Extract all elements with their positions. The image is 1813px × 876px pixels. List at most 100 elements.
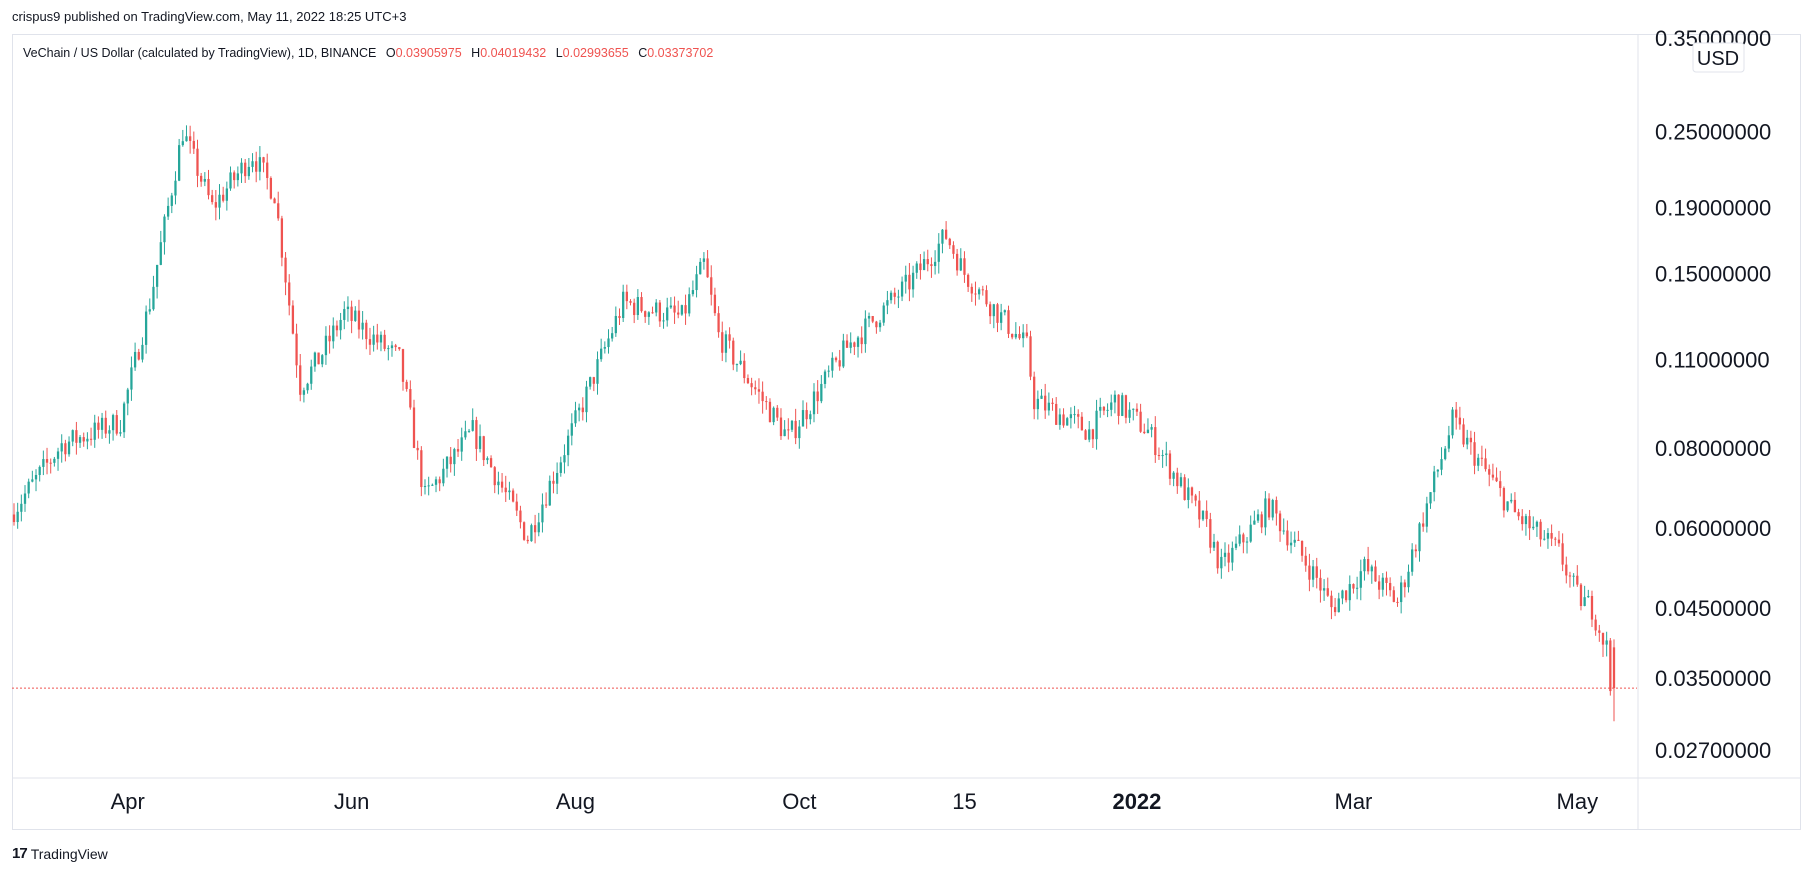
candle — [1554, 536, 1557, 546]
candle — [339, 312, 342, 340]
candle — [155, 264, 159, 299]
candle — [170, 192, 173, 214]
candle — [827, 365, 830, 378]
price-axis[interactable]: 0.350000000.250000000.190000000.15000000… — [1655, 26, 1771, 763]
candle — [82, 432, 85, 447]
candle — [500, 473, 504, 493]
candle — [519, 505, 522, 529]
candle — [860, 326, 863, 354]
candle — [42, 450, 45, 476]
candle — [596, 351, 599, 395]
candle — [203, 172, 206, 187]
candle — [904, 265, 907, 294]
candle — [328, 325, 331, 354]
candle — [16, 502, 19, 529]
candle — [941, 229, 944, 254]
high-label: H — [471, 46, 481, 60]
candle — [1300, 540, 1304, 562]
candle — [387, 345, 390, 361]
time-axis[interactable]: Apr Jun Aug Oct 15 2022 Mar May — [111, 789, 1598, 814]
candle — [38, 465, 41, 482]
candle — [566, 429, 570, 467]
candle — [1378, 575, 1381, 600]
candle — [1590, 590, 1594, 628]
candle — [119, 420, 122, 437]
time-tick-label: Apr — [111, 789, 145, 814]
candle — [1396, 597, 1399, 607]
candle — [12, 503, 16, 526]
candle — [552, 471, 555, 494]
candle — [163, 214, 166, 255]
candle — [622, 284, 625, 323]
candle — [460, 427, 463, 461]
candle — [284, 252, 287, 296]
tradingview-footer[interactable]: 17 TradingView — [12, 845, 108, 862]
candle — [89, 427, 93, 446]
candle — [31, 470, 34, 483]
candle — [1572, 573, 1575, 587]
candle — [662, 312, 665, 329]
candle — [379, 331, 383, 352]
candle — [1333, 598, 1337, 617]
price-tick-label: 0.19000000 — [1655, 196, 1771, 221]
candle — [262, 156, 265, 173]
candle — [1499, 470, 1502, 497]
candle — [754, 380, 757, 395]
candle — [603, 341, 606, 354]
candle — [71, 429, 74, 447]
candle — [255, 151, 258, 183]
candle — [1293, 531, 1296, 547]
candle — [1407, 564, 1410, 593]
candle — [1132, 408, 1135, 421]
candle — [1422, 512, 1425, 532]
candle — [1088, 421, 1091, 443]
candle — [809, 410, 812, 425]
candle — [706, 250, 709, 278]
candle — [761, 381, 764, 414]
candle — [735, 363, 739, 372]
candle — [1209, 512, 1212, 554]
candle — [438, 476, 441, 492]
time-tick-label: May — [1557, 789, 1599, 814]
candle — [1355, 576, 1359, 600]
time-tick-label: 15 — [952, 789, 976, 814]
time-tick-label: Oct — [782, 789, 816, 814]
candle — [1506, 501, 1509, 513]
currency-label-text: USD — [1697, 48, 1739, 70]
candle — [1429, 492, 1432, 509]
candle — [354, 306, 357, 322]
candle — [1168, 450, 1172, 486]
candle — [1576, 565, 1579, 587]
candle — [126, 387, 129, 416]
candle — [277, 191, 280, 221]
candle — [144, 305, 148, 354]
candle — [1036, 390, 1039, 420]
price-tick-label: 0.08000000 — [1655, 436, 1771, 461]
candle — [108, 425, 111, 444]
candle — [361, 311, 364, 340]
candle — [772, 406, 775, 426]
candle — [1579, 583, 1583, 611]
candle — [717, 306, 720, 338]
candle — [1029, 330, 1032, 381]
candle — [699, 258, 702, 275]
candle — [376, 323, 379, 350]
candle — [970, 283, 973, 302]
chart-frame — [12, 34, 1801, 830]
candle — [178, 138, 181, 182]
candle — [937, 233, 940, 274]
candle — [1488, 464, 1491, 487]
currency-label[interactable]: USD — [1692, 42, 1745, 73]
price-tick-label: 0.04500000 — [1655, 596, 1771, 621]
candle — [1077, 409, 1080, 429]
candle — [93, 414, 96, 448]
candle — [1271, 498, 1274, 521]
candle — [838, 349, 841, 371]
candle — [1418, 522, 1421, 562]
candle — [1018, 326, 1021, 340]
candle — [152, 275, 155, 311]
candle — [1385, 571, 1388, 596]
candle — [383, 329, 386, 352]
candle — [710, 265, 713, 306]
